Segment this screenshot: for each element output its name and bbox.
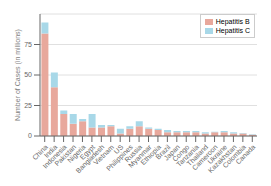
svg-text:Pakistan: Pakistan [53,143,78,168]
svg-text:Thailand: Thailand [185,143,210,168]
svg-text:Number of Cases (in millions): Number of Cases (in millions) [14,29,22,121]
svg-text:Kazakhstan: Kazakhstan [206,143,238,175]
html-text:Hepatitis B: Hepatitis B [215,18,250,25]
svg-text:Russia: Russia [123,143,144,164]
svg-text:Colombia: Colombia [221,143,248,170]
svg-text:Canada: Canada [234,143,256,165]
svg-text:25: 25 [24,102,32,109]
svg-text:Nigeria: Nigeria [66,143,87,164]
svg-text:Japan: Japan [162,143,181,162]
svg-text:Vietnam: Vietnam [92,143,115,167]
svg-text:US: US [112,143,125,156]
svg-text:Ethiopia: Ethiopia [139,143,163,167]
svg-text:0: 0 [28,132,32,139]
svg-text:75: 75 [24,41,32,48]
svg-text:Cameroon: Cameroon [190,143,219,172]
svg-text:Tanzania: Tanzania [175,143,200,168]
svg-text:Egypt: Egypt [78,143,97,161]
html-text:Hepatitis C: Hepatitis C [215,27,250,34]
svg-text:Bangladesh: Bangladesh [74,143,106,175]
svg-text:50: 50 [24,71,32,78]
svg-text:Indonesia: Indonesia [41,143,68,170]
svg-text:Brazil: Brazil [154,143,172,161]
svg-text:Philippines: Philippines [105,143,134,173]
svg-text:Congo: Congo [170,143,191,163]
svg-text:Ukraine: Ukraine [206,143,229,166]
svg-text:Myanmar: Myanmar [127,143,153,169]
svg-text:China: China [31,143,49,162]
svg-text:India: India [42,143,59,159]
